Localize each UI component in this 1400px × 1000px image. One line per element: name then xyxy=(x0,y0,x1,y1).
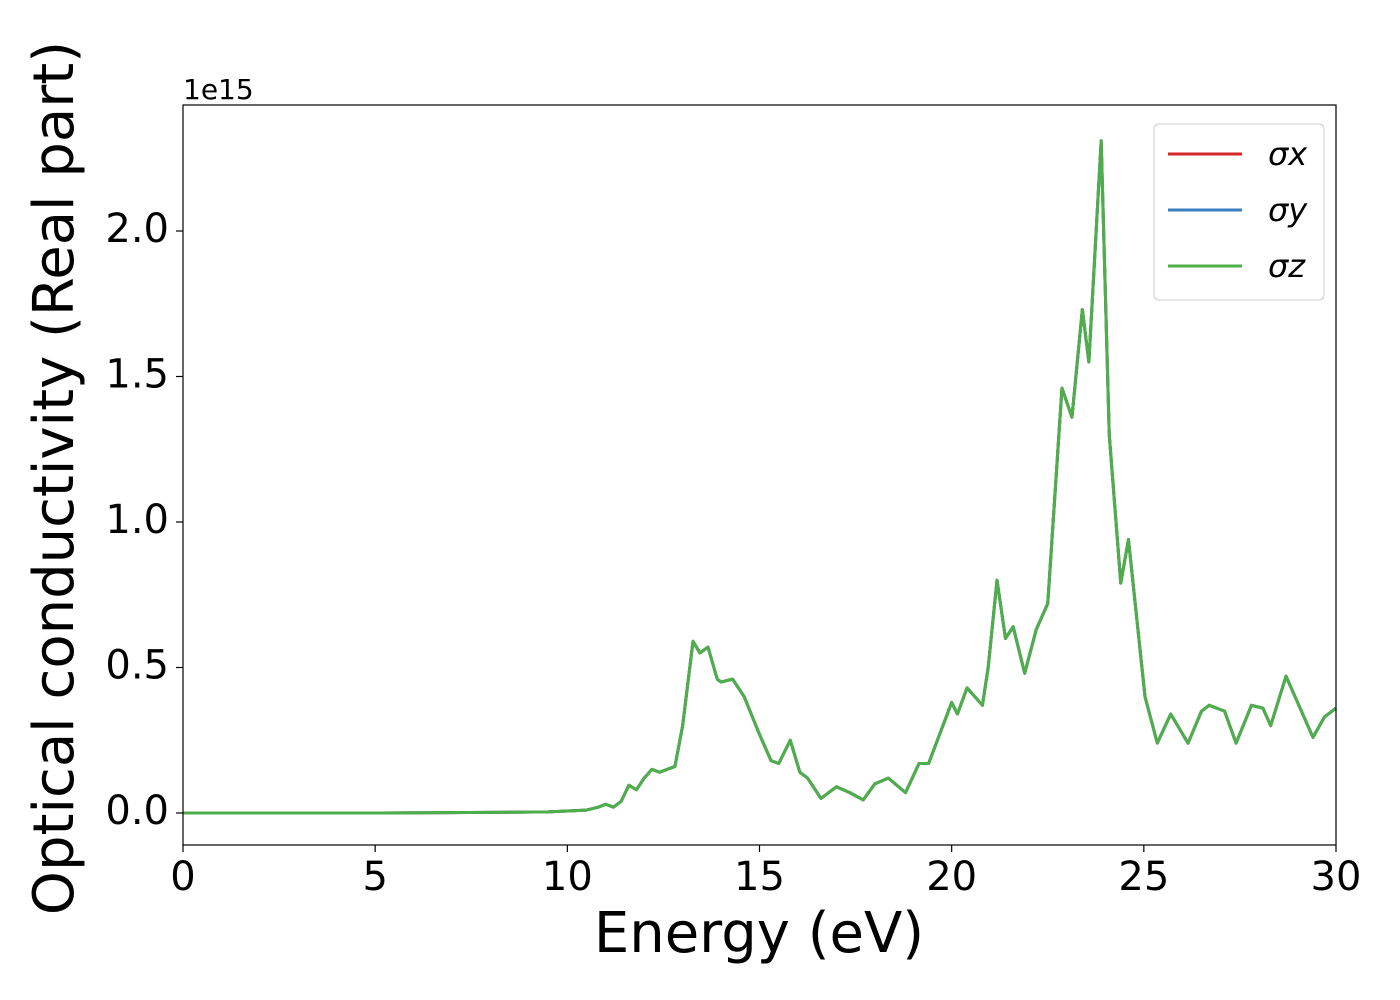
y-axis-label: Optical conductivity (Real part) xyxy=(22,41,87,915)
x-tick-label: 10 xyxy=(542,854,593,900)
legend-box xyxy=(1153,123,1325,301)
y-tick-label: 1.0 xyxy=(105,497,169,543)
y-offset-text: 1e15 xyxy=(183,73,254,106)
plot-frame xyxy=(182,104,1337,846)
series-line xyxy=(183,139,1337,815)
legend-label: σx xyxy=(1268,135,1308,173)
x-tick-label: 20 xyxy=(926,854,977,900)
x-tick-label: 30 xyxy=(1311,854,1362,900)
x-tick-label: 5 xyxy=(362,854,387,900)
x-tick-label: 0 xyxy=(170,854,195,900)
legend-label: σy xyxy=(1268,191,1308,229)
y-tick-label: 0.5 xyxy=(105,642,169,688)
y-tick-label: 1.5 xyxy=(105,351,169,397)
y-tick-label: 2.0 xyxy=(105,206,169,252)
x-axis-label: Energy (eV) xyxy=(594,901,924,966)
y-tick-label: 0.0 xyxy=(105,788,169,834)
x-tick-label: 15 xyxy=(734,854,785,900)
legend-label: σz xyxy=(1268,247,1306,285)
x-tick-label: 25 xyxy=(1118,854,1169,900)
